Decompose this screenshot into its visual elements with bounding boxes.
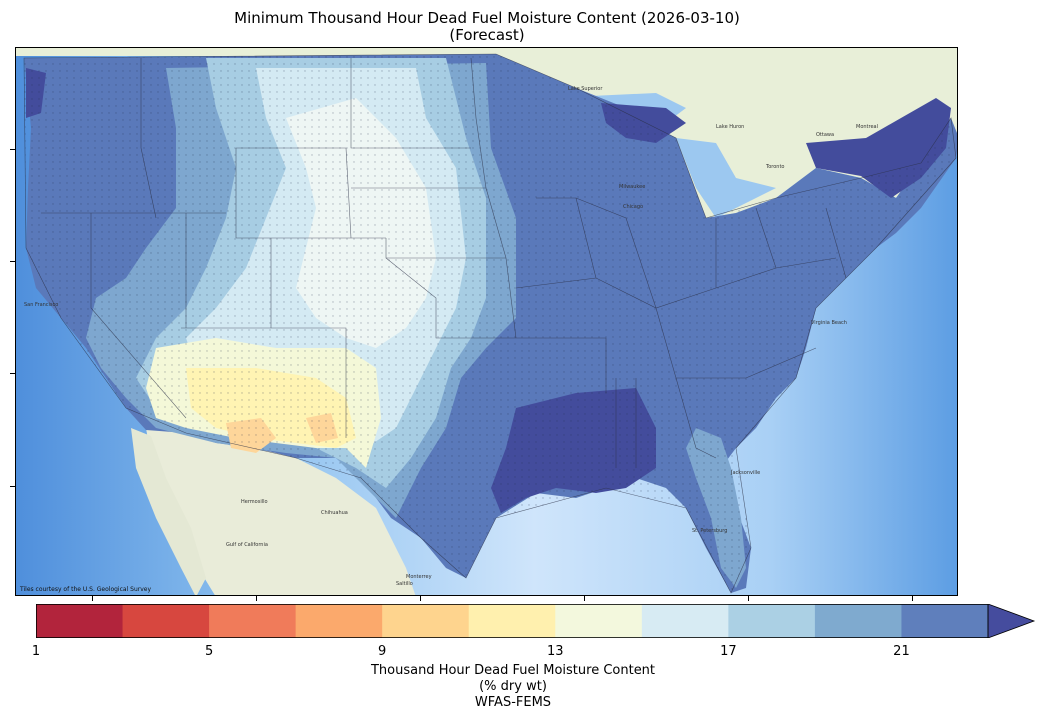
mexico-land: [146, 426, 416, 595]
colorbar-tick-label: 17: [720, 644, 737, 659]
x-axis-tick: [912, 596, 913, 601]
colorbar-swatch: [36, 604, 124, 638]
colorbar-tick-label: 9: [378, 644, 387, 659]
colorbar-tick-label: 5: [204, 644, 214, 659]
colorbar-swatch: [122, 604, 210, 638]
map-label-monterrey: Monterrey: [406, 574, 432, 580]
map-title: Minimum Thousand Hour Dead Fuel Moisture…: [234, 9, 740, 27]
colorbar-swatch: [641, 604, 729, 638]
colorbar-tick-label: 13: [546, 644, 564, 659]
colorbar-swatch: [382, 604, 470, 638]
colorbar-swatch: [468, 604, 556, 638]
colorbar-extend-arrow: [987, 604, 1036, 638]
map-label-toronto: Toronto: [765, 164, 784, 170]
map-label-hermosillo: Hermosillo: [241, 499, 268, 505]
x-axis-tick: [256, 596, 257, 601]
colorbar-source: WFAS-FEMS: [474, 695, 552, 710]
x-axis-tick: [420, 596, 421, 601]
map-label-saltillo: Saltillo: [396, 581, 413, 587]
colorbar-tick-label: 1: [31, 644, 41, 659]
y-axis-tick: [10, 261, 15, 262]
colorbar-label: Thousand Hour Dead Fuel Moisture Content: [370, 663, 656, 678]
map-canvas: San Francisco Hermosillo Chihuahua Monte…: [16, 48, 957, 595]
map-label-lake-huron: Lake Huron: [716, 124, 744, 130]
map-subtitle: (Forecast): [449, 26, 525, 44]
y-axis-tick: [10, 373, 15, 374]
map-panel[interactable]: San Francisco Hermosillo Chihuahua Monte…: [15, 47, 958, 596]
lake-huron-erie: [676, 138, 776, 218]
map-label-virginia-beach: Virginia Beach: [811, 320, 847, 326]
map-label-chicago: Chicago: [623, 204, 643, 210]
colorbar-units: (% dry wt): [479, 679, 547, 694]
map-label-ottawa: Ottawa: [816, 132, 834, 138]
map-label-jacksonville: Jacksonville: [730, 470, 760, 476]
map-labels: San Francisco Hermosillo Chihuahua Monte…: [24, 86, 878, 587]
x-axis-tick: [92, 596, 93, 601]
colorbar-swatches: [36, 604, 1036, 638]
colorbar-swatch: [295, 604, 383, 638]
station-markers: [24, 54, 956, 593]
colorbar-swatch: [814, 604, 902, 638]
colorbar-swatch: [728, 604, 816, 638]
y-axis-tick: [10, 149, 15, 150]
colorbar: [36, 604, 1036, 638]
colorbar-swatch: [209, 604, 297, 638]
baja-california: [131, 428, 206, 595]
state-boundaries: [23, 53, 957, 594]
colorbar-outline: [36, 604, 989, 638]
map-label-gulf-of-california: Gulf of California: [226, 542, 268, 548]
colorbar-swatch: [901, 604, 989, 638]
map-label-montreal: Montreal: [856, 124, 878, 130]
map-attribution: Tiles courtesy of the U.S. Geological Su…: [20, 586, 152, 593]
map-label-milwaukee: Milwaukee: [619, 184, 645, 190]
map-label-st-petersburg: St. Petersburg: [692, 528, 727, 534]
map-label-san-francisco: San Francisco: [24, 302, 58, 308]
map-label-lake-superior: Lake Superior: [568, 86, 603, 92]
x-axis-tick: [748, 596, 749, 601]
x-axis-tick: [584, 596, 585, 601]
colorbar-tick-label: 21: [893, 644, 910, 659]
map-label-chihuahua: Chihuahua: [321, 510, 348, 516]
colorbar-swatch: [555, 604, 643, 638]
y-axis-tick: [10, 486, 15, 487]
